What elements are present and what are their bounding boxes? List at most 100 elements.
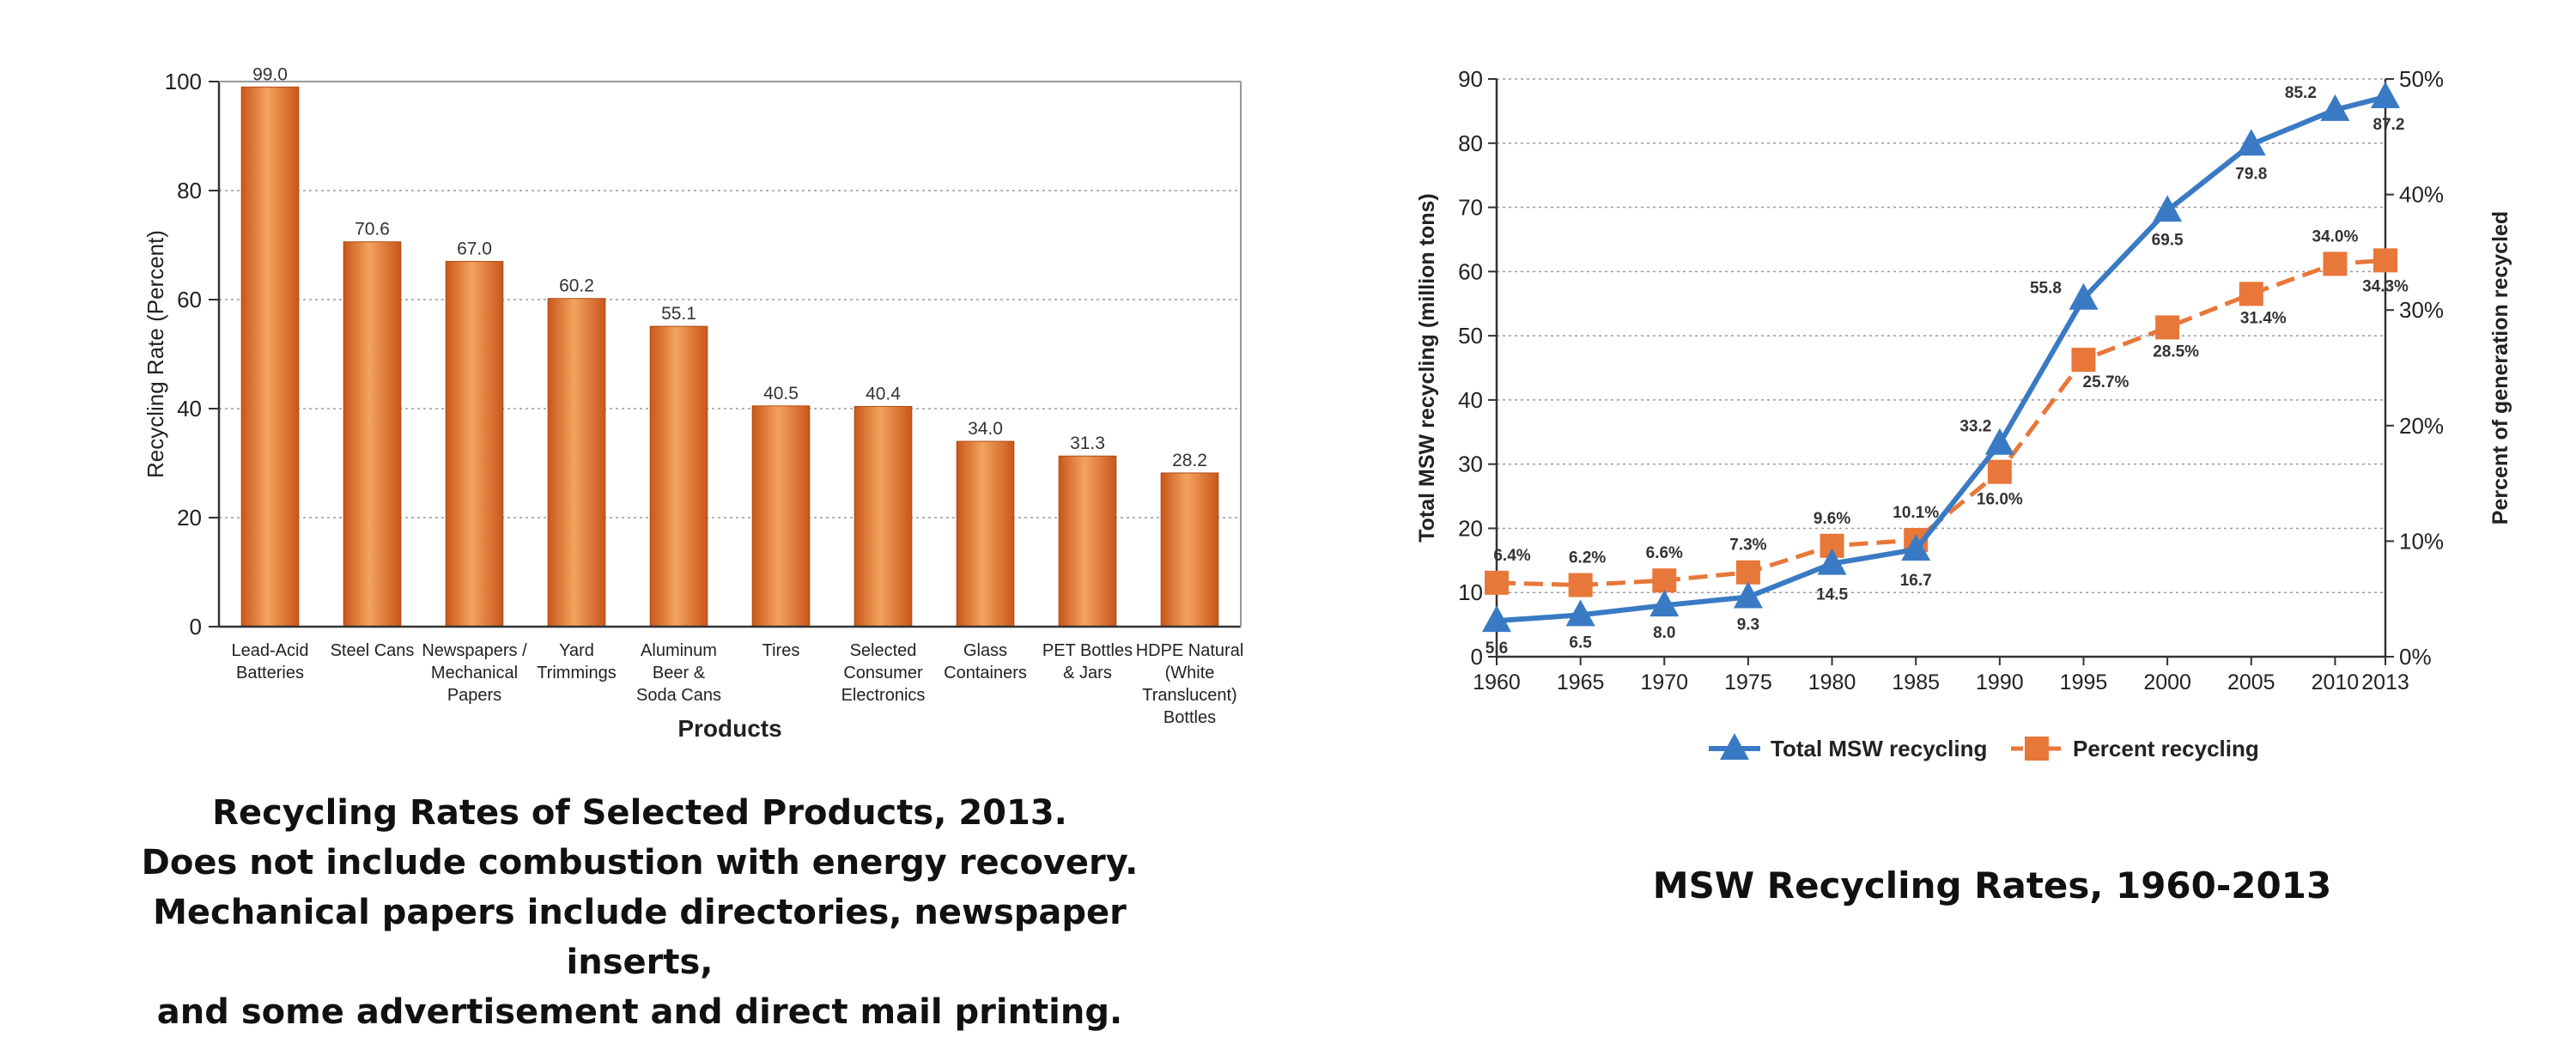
bar	[956, 440, 1015, 628]
total-msw-data-label: 55.8	[2030, 280, 2062, 298]
total-msw-data-label: 79.8	[2235, 165, 2267, 183]
line-chart-gridlines	[1497, 78, 2385, 593]
y2-tick-label: 40%	[2399, 182, 2444, 208]
percent-data-label: 9.6%	[1814, 510, 1850, 528]
bar-value-label: 67.0	[457, 240, 492, 259]
x-category-label-line: Batteries	[236, 664, 304, 682]
y-tick-label: 80	[1458, 130, 1483, 156]
x-category-label: Glass Containers	[944, 641, 1027, 682]
y-axis-title: Total MSW recycling (million tons)	[1415, 193, 1439, 543]
x-tick-label: 1995	[2060, 670, 2108, 694]
x-category-label-line: Selected	[850, 641, 917, 660]
percent-data-label: 34.0%	[2312, 227, 2358, 246]
x-category-label-line: PET Bottles	[1042, 641, 1133, 660]
y2-tick-label: 0%	[2399, 644, 2432, 670]
total-msw-recycling-marker	[1901, 534, 1931, 561]
percent-data-label: 25.7%	[2083, 373, 2129, 391]
x-category-label-line: Glass	[963, 641, 1007, 660]
x-category-label-line: & Jars	[1063, 664, 1112, 682]
x-category-label-line: Tires	[762, 641, 800, 660]
total-msw-data-label: 6.5	[1569, 634, 1592, 652]
bar	[751, 405, 811, 628]
x-category-label: PET Bottles & Jars	[1042, 641, 1133, 682]
x-category-label-line: Mechanical	[431, 664, 518, 682]
total-msw-recycling-marker	[2153, 195, 2183, 222]
bar	[854, 405, 913, 628]
x-category-label: Newspapers / Mechanical Papers	[422, 641, 527, 705]
bar-value-label: 40.4	[866, 384, 901, 403]
x-category-label-line: Yard	[559, 641, 594, 660]
bar-value-label: 28.2	[1172, 451, 1207, 470]
x-category-label: HDPE Natural (White Translucent) Bottles	[1136, 641, 1244, 727]
x-category-label-line: Beer &	[653, 664, 706, 682]
bar-value-label: 55.1	[661, 304, 696, 324]
bar-value-label: 40.5	[763, 384, 799, 403]
x-tick-label: 2005	[2227, 670, 2275, 694]
bar-chart-axes: 0 20 40 60 80 100 Lead-Acid Batteries Steel Cans…	[143, 69, 1243, 742]
percent-recycling-marker	[1568, 573, 1593, 597]
line-chart-axes: 0 10 20 30 40 50 60 70 80 90 0% 10% 20% 30% 40% 50% 1960…	[1415, 66, 2512, 694]
bar	[445, 261, 504, 628]
caption-line: and some advertisement and direct mail p…	[156, 992, 1123, 1032]
x-axis-title: Products	[677, 715, 781, 742]
percent-data-label: 31.4%	[2240, 309, 2287, 327]
x-tick-label: 2013	[2361, 670, 2409, 694]
line-chart-legend: Total MSW recycling Percent recycling	[1709, 733, 2259, 761]
caption-line: Does not include combustion with energy …	[141, 843, 1139, 882]
percent-data-label: 16.0%	[1977, 491, 2023, 509]
x-category-label-line: Containers	[944, 664, 1027, 682]
percent-recycling-marker	[1652, 568, 1677, 593]
x-category-label-line: Electronics	[841, 686, 926, 705]
x-category-label-line: Bottles	[1163, 708, 1216, 727]
y-tick-label: 40	[1458, 387, 1483, 413]
percent-recycling-marker	[1987, 459, 2012, 484]
x-category-label: Aluminum Beer & Soda Cans	[636, 641, 721, 705]
percent-data-label: 10.1%	[1893, 504, 1939, 522]
x-category-label-line: Papers	[447, 686, 501, 705]
total-msw-data-label: 69.5	[2152, 231, 2184, 249]
y-tick-label: 80	[177, 178, 202, 203]
total-msw-recycling-marker	[1984, 428, 2014, 455]
percent-data-label: 6.2%	[1569, 549, 1606, 567]
percent-data-label: 6.6%	[1646, 544, 1683, 562]
x-category-label-line: Translucent)	[1142, 686, 1236, 705]
x-category-label-line: Trimmings	[537, 664, 617, 682]
x-category-label-line: Steel Cans	[331, 641, 415, 660]
x-tick-label: 1985	[1892, 670, 1940, 694]
x-tick-label: 1960	[1473, 670, 1521, 694]
percent-recycling-marker	[2373, 248, 2397, 273]
total-msw-data-label: 16.7	[1900, 572, 1932, 590]
x-category-label: Steel Cans	[331, 641, 415, 660]
bar-chart-bars: 99.0 70.6 67.0 60.2 55.1 40.5 40.4 34.0 31.3 28.2	[240, 64, 1219, 628]
percent-recycling-marker	[2155, 315, 2180, 340]
total-msw-recycling-marker	[1817, 548, 1847, 575]
y-tick-label: 50	[1458, 323, 1483, 349]
bar-value-label: 34.0	[968, 419, 1003, 439]
percent-recycling-marker	[2323, 252, 2348, 276]
caption-line: Recycling Rates of Selected Products, 20…	[212, 793, 1067, 833]
total-msw-recycling-marker	[1649, 590, 1680, 617]
total-msw-recycling-marker	[1733, 581, 1763, 609]
legend-total-triangle-icon	[1720, 733, 1749, 760]
percent-recycling-marker	[1485, 570, 1509, 595]
percent-recycling-marker	[1735, 560, 1760, 585]
y-tick-label: 70	[1458, 195, 1483, 221]
bar	[649, 325, 708, 628]
y2-tick-label: 30%	[2399, 297, 2444, 323]
x-category-label: Lead-Acid Batteries	[231, 641, 308, 682]
x-category-label: Yard Trimmings	[537, 641, 617, 682]
msw-recycling-line-chart: 0 10 20 30 40 50 60 70 80 90 0% 10% 20% 30% 40% 50% 1960…	[1415, 66, 2512, 761]
y-tick-label: 20	[177, 505, 202, 531]
bar	[1160, 472, 1219, 628]
line-chart-series: 5.6 6.5 8.0 9.3 14.5 16.7 33.2 55.8 69.5 79.8 85.2…	[1482, 81, 2409, 658]
y-tick-label: 0	[190, 614, 202, 640]
bar	[1058, 455, 1117, 628]
percent-data-label: 28.5%	[2153, 343, 2199, 361]
x-category-label-line: HDPE Natural	[1136, 641, 1244, 660]
total-msw-recycling-marker	[2236, 129, 2266, 156]
percent-recycling-line	[1496, 258, 2386, 588]
x-category-label: Tires	[762, 641, 800, 660]
y2-axis-title: Percent of generation recycled	[2488, 211, 2512, 525]
y-tick-label: 40	[177, 396, 202, 421]
x-category-label-line: Soda Cans	[636, 686, 721, 705]
